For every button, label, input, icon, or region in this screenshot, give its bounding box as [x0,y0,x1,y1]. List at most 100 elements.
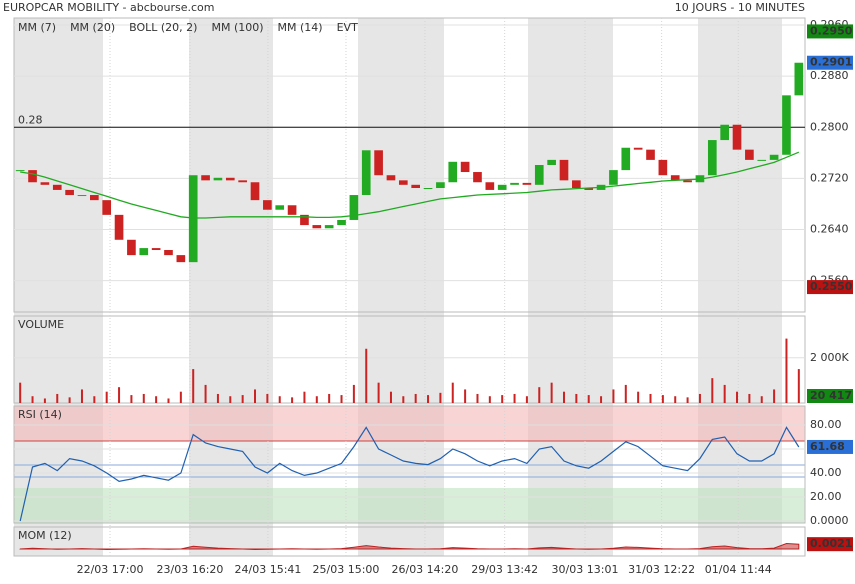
x-tick-label: 31/03 12:22 [628,563,695,576]
volume-bar [229,396,232,403]
candle [201,175,210,181]
volume-bar [365,348,368,403]
volume-bar [600,396,603,403]
value-tag [807,439,853,454]
candle [794,62,804,96]
candle [324,225,334,229]
x-tick-label: 22/03 17:00 [77,563,144,576]
candle [769,154,779,160]
candle [497,184,507,190]
volume-bar [266,393,269,403]
volume-bar [402,396,405,403]
candle [633,147,643,150]
y-tick-label: 80.00 [810,418,842,431]
volume-bar [538,387,541,403]
y-tick-label: 0.2800 [810,120,849,133]
volume-panel [13,315,806,404]
y-tick-label: 40.00 [810,466,842,479]
volume-bar [661,395,664,403]
volume-bar [773,389,776,403]
volume-bar [352,384,355,403]
volume-bar [68,397,71,403]
day-band [14,18,103,556]
candle [90,195,99,201]
volume-bar [760,396,763,403]
legend-entry: MM (14) [278,21,323,34]
candle [510,182,519,185]
volume-bar [711,378,714,403]
day-bands [14,18,782,556]
candle [263,200,272,210]
reference-label: 0.28 [18,113,43,126]
legend-entry: MM (20) [70,21,115,34]
candle [127,239,136,256]
volume-bar [241,395,244,403]
candle [188,175,198,263]
mom-area [19,542,800,551]
volume-bar [328,393,331,403]
candle [374,150,383,176]
volume-bar [525,396,528,403]
day-band [698,18,782,556]
candle [361,150,371,196]
value-tag [807,280,853,295]
candle [40,182,50,185]
candle [572,180,581,189]
candle [485,182,495,190]
value-tag [807,537,853,552]
period: 10 JOURS - 10 MINUTES [675,1,805,14]
volume-bar [501,395,504,403]
value-tag-label: 0.0021 [810,537,852,550]
volume-bar [624,384,627,403]
volume-bar [414,393,417,403]
legend-entry: MM (7) [18,21,56,34]
volume-bar [179,391,182,403]
candle [670,175,680,181]
candle [411,184,421,189]
candle [782,95,791,155]
moving-average [20,151,800,219]
rsi-overbought-zone [14,406,805,441]
y-tick-label: 0.0000 [810,514,849,527]
volume-bar [785,338,788,403]
candle [151,248,161,251]
candle [225,177,235,181]
candle [287,205,297,215]
volume-bar [278,396,281,403]
volume-bar [31,396,34,403]
legend-entry: EVT [337,21,358,34]
volume-bar [427,395,430,403]
volume-bar [19,382,22,403]
volume-bar [142,393,145,403]
rsi-oversold-zone [14,488,805,523]
value-tag-label: 20 417 [810,389,852,402]
volume-bar [575,393,578,403]
value-tag [807,24,853,39]
candle [349,195,359,220]
candle [250,182,260,201]
value-tag-label: 0.2550 [810,280,853,293]
volume-bar [513,393,516,403]
candle [65,189,74,196]
candle [534,165,544,185]
candle [102,200,112,215]
volume-bar [797,369,800,403]
rsi-line [19,426,800,522]
candle [707,140,717,176]
panel-title: RSI (14) [18,408,62,421]
volume-bar [130,395,133,403]
x-tick-label: 25/03 15:00 [313,563,380,576]
volume-bar [723,384,726,403]
volume-bar [686,397,689,403]
candle [213,177,223,181]
y-tick-label: 2 000K [810,351,849,364]
value-tag-label: 0.2901 [810,56,852,69]
volume-bar [562,391,565,403]
x-tick-label: 29/03 13:42 [471,563,538,576]
value-tag-label: 0.2950 [810,24,853,37]
candle [77,195,87,197]
volume-bar [736,391,739,403]
volume-bar [105,391,108,403]
candle [720,124,729,141]
